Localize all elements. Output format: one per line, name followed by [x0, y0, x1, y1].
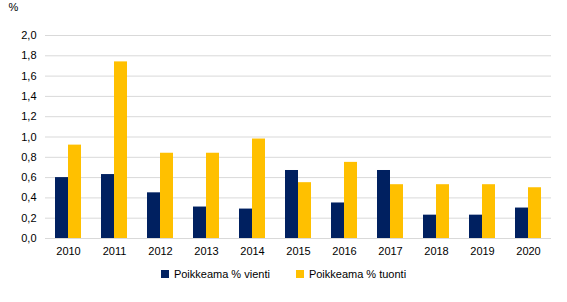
svg-text:2014: 2014	[240, 245, 264, 257]
svg-text:0,2: 0,2	[21, 212, 36, 224]
svg-text:2020: 2020	[516, 245, 540, 257]
svg-text:2012: 2012	[148, 245, 172, 257]
svg-text:1,4: 1,4	[21, 90, 36, 102]
svg-text:1,0: 1,0	[21, 131, 36, 143]
svg-text:%: %	[9, 1, 19, 13]
svg-text:2017: 2017	[378, 245, 402, 257]
svg-text:2013: 2013	[194, 245, 218, 257]
svg-text:2018: 2018	[424, 245, 448, 257]
svg-text:0,4: 0,4	[21, 191, 36, 203]
svg-text:1,6: 1,6	[21, 70, 36, 82]
svg-text:2015: 2015	[286, 245, 310, 257]
html-text:Poikkeama % tuonti: Poikkeama % tuonti	[308, 268, 407, 280]
svg-text:0,0: 0,0	[21, 232, 36, 244]
svg-text:2011: 2011	[103, 245, 127, 257]
svg-text:2019: 2019	[470, 245, 494, 257]
svg-text:0,8: 0,8	[21, 151, 36, 163]
svg-text:2010: 2010	[56, 245, 80, 257]
svg-text:2,0: 2,0	[21, 29, 36, 41]
svg-text:0,6: 0,6	[21, 171, 36, 183]
svg-text:2016: 2016	[332, 245, 356, 257]
svg-text:1,8: 1,8	[21, 49, 36, 61]
html-text:Poikkeama % vienti: Poikkeama % vienti	[173, 268, 270, 280]
svg-text:1,2: 1,2	[21, 110, 36, 122]
